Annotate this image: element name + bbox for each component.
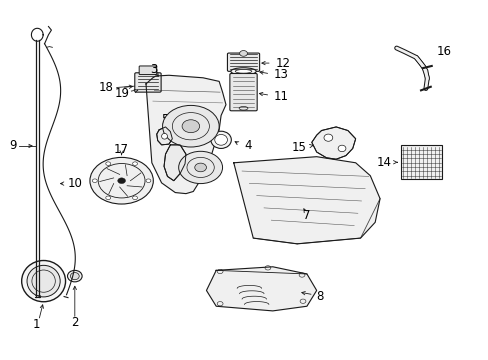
Polygon shape xyxy=(157,127,172,145)
Circle shape xyxy=(92,179,97,183)
Circle shape xyxy=(118,178,125,184)
Ellipse shape xyxy=(214,134,227,145)
Circle shape xyxy=(132,196,137,199)
Text: 19: 19 xyxy=(115,87,130,100)
Text: 17: 17 xyxy=(114,143,129,156)
Ellipse shape xyxy=(21,261,65,302)
Circle shape xyxy=(194,163,206,172)
Text: 2: 2 xyxy=(71,316,79,329)
Text: 10: 10 xyxy=(68,177,82,190)
Circle shape xyxy=(178,151,222,184)
Text: 18: 18 xyxy=(99,81,114,94)
Text: 6: 6 xyxy=(181,163,188,176)
Text: 16: 16 xyxy=(436,45,451,58)
Ellipse shape xyxy=(27,265,60,297)
Text: 11: 11 xyxy=(273,90,288,103)
FancyBboxPatch shape xyxy=(227,53,259,71)
Ellipse shape xyxy=(230,68,256,75)
Polygon shape xyxy=(206,267,316,311)
FancyBboxPatch shape xyxy=(139,66,157,75)
Circle shape xyxy=(90,157,153,204)
Text: 14: 14 xyxy=(376,156,391,169)
Text: 3: 3 xyxy=(150,63,158,76)
Circle shape xyxy=(132,162,137,166)
Text: 4: 4 xyxy=(244,139,251,152)
Circle shape xyxy=(105,196,110,199)
Ellipse shape xyxy=(337,145,345,152)
Text: 7: 7 xyxy=(303,209,310,222)
Text: 1: 1 xyxy=(33,318,40,331)
Polygon shape xyxy=(163,145,185,181)
Ellipse shape xyxy=(235,69,251,73)
Circle shape xyxy=(146,179,151,183)
Polygon shape xyxy=(311,127,355,159)
Ellipse shape xyxy=(324,134,332,141)
Text: 8: 8 xyxy=(316,290,324,303)
Text: 15: 15 xyxy=(291,140,306,153)
Bar xyxy=(400,145,441,179)
Polygon shape xyxy=(233,157,379,244)
Text: 5: 5 xyxy=(161,113,168,126)
FancyBboxPatch shape xyxy=(229,73,257,111)
Circle shape xyxy=(162,105,219,147)
Text: 12: 12 xyxy=(275,57,289,69)
Circle shape xyxy=(105,162,110,166)
Ellipse shape xyxy=(67,270,82,282)
Ellipse shape xyxy=(210,131,231,148)
Circle shape xyxy=(239,50,247,56)
Circle shape xyxy=(182,120,199,133)
FancyBboxPatch shape xyxy=(135,73,161,92)
Text: 9: 9 xyxy=(9,139,17,152)
Polygon shape xyxy=(146,75,225,194)
Ellipse shape xyxy=(70,273,79,280)
Ellipse shape xyxy=(161,134,167,139)
Text: 13: 13 xyxy=(273,68,288,81)
